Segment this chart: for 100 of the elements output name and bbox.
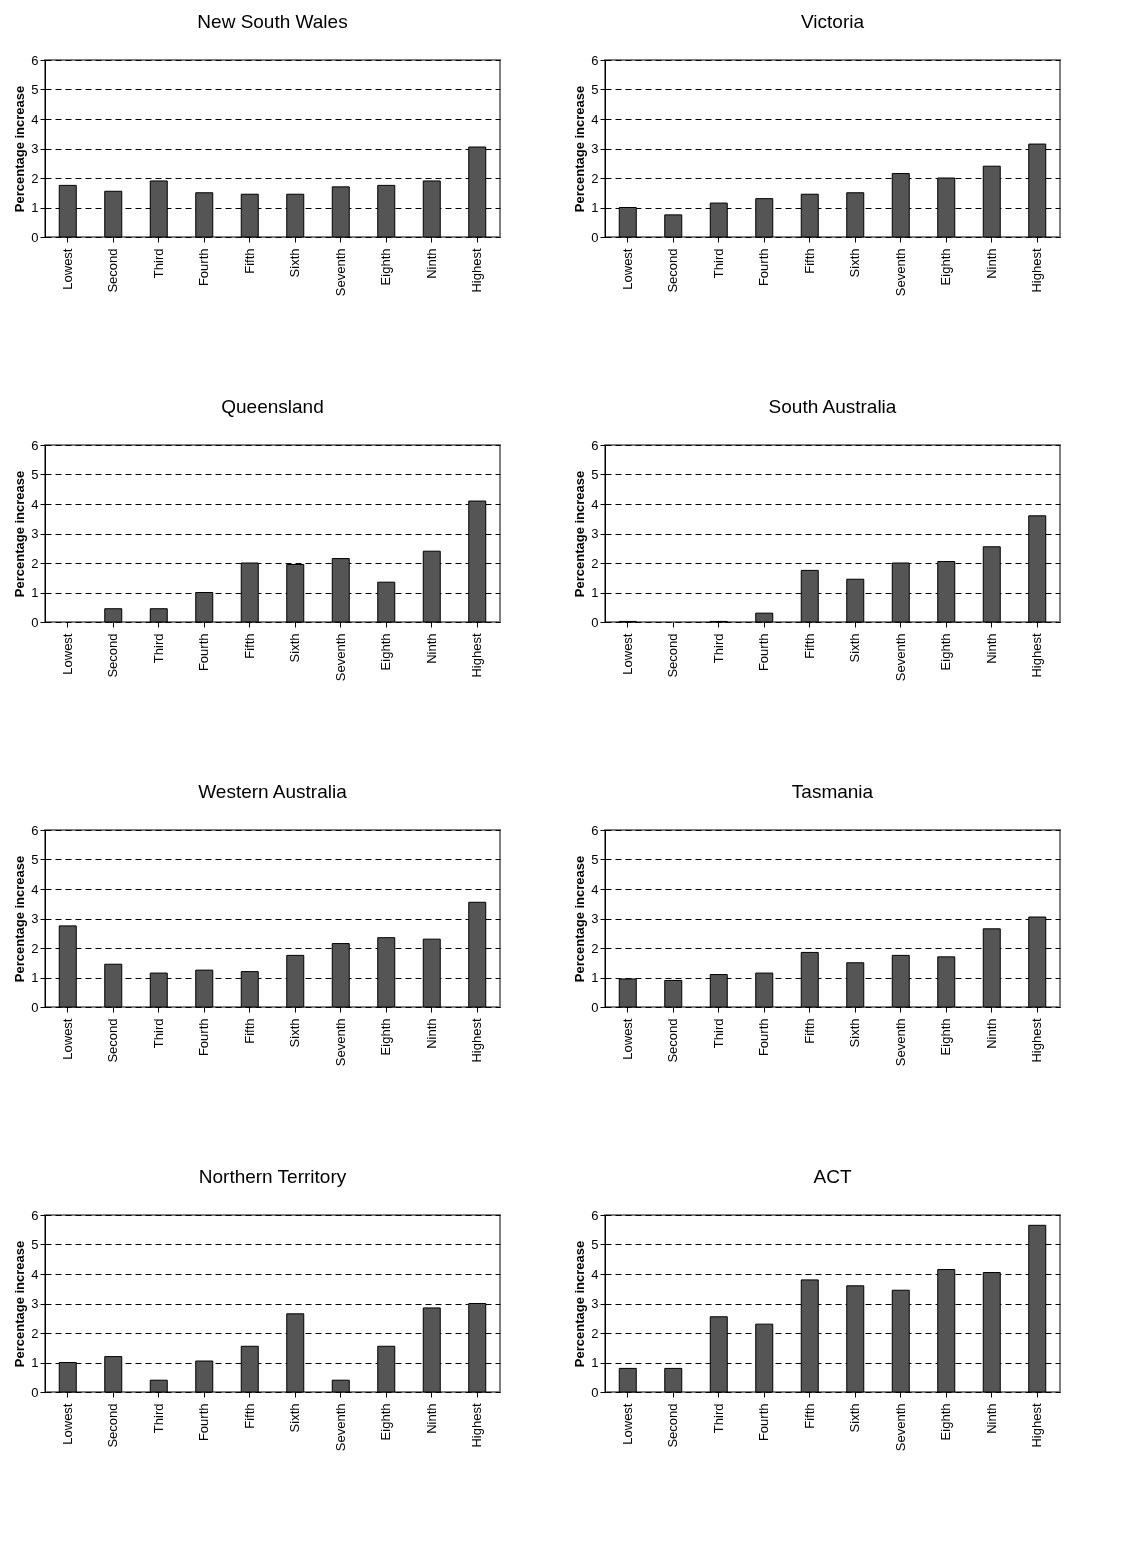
y-tick-label: 2 — [591, 1325, 599, 1341]
y-tick-label: 2 — [31, 170, 39, 186]
x-tick-label: Lowest — [59, 633, 75, 675]
y-tick-label: 1 — [31, 970, 39, 985]
y-tick-label: 3 — [591, 141, 599, 156]
y-tick-label: 1 — [591, 585, 599, 600]
y-tick-label: 4 — [591, 111, 599, 127]
chart-title: South Australia — [768, 396, 897, 417]
y-tick-label: 6 — [591, 822, 599, 838]
x-tick-label: Fourth — [196, 248, 212, 287]
x-tick-label: Eighth — [938, 248, 954, 286]
x-tick-label: Ninth — [983, 633, 999, 664]
y-tick-label: 4 — [591, 881, 599, 897]
x-tick-label: Seventh — [892, 248, 908, 297]
y-tick-label: 4 — [31, 111, 39, 127]
x-tick-label: Highest — [1029, 1018, 1045, 1063]
x-tick-label: Highest — [1029, 1403, 1045, 1448]
x-tick-label: Sixth — [847, 1403, 863, 1433]
x-tick-label: Eighth — [938, 1403, 954, 1441]
y-tick-label: 5 — [31, 852, 39, 867]
y-tick-label: 5 — [591, 1237, 599, 1252]
y-tick-label: 5 — [591, 852, 599, 867]
x-tick-label: Lowest — [619, 1018, 635, 1060]
y-tick-label: 3 — [591, 1296, 599, 1311]
y-tick-label: 5 — [591, 82, 599, 97]
y-tick-label: 3 — [31, 1296, 39, 1311]
y-axis-title: Percentage increase — [572, 85, 588, 213]
y-tick-label: 0 — [591, 999, 599, 1015]
x-tick-label: Third — [150, 633, 166, 664]
y-tick-label: 0 — [591, 1384, 599, 1400]
y-tick-label: 2 — [591, 555, 599, 571]
x-tick-label: Lowest — [59, 1403, 75, 1445]
x-tick-label: Seventh — [892, 1403, 908, 1452]
x-tick-label: Sixth — [847, 633, 863, 663]
x-tick-label: Highest — [1029, 633, 1045, 678]
x-tick-label: Third — [150, 248, 166, 279]
x-tick-label: Highest — [469, 1018, 485, 1063]
y-tick-label: 1 — [591, 970, 599, 985]
y-tick-label: 5 — [591, 467, 599, 482]
x-tick-label: Sixth — [847, 1018, 863, 1048]
x-tick-label: Lowest — [59, 248, 75, 290]
x-tick-label: Lowest — [619, 248, 635, 290]
chart-title: Tasmania — [791, 781, 874, 802]
y-axis-title: Percentage increase — [572, 1240, 588, 1368]
x-tick-label: Second — [665, 1403, 681, 1448]
y-tick-label: 6 — [591, 1207, 599, 1223]
x-tick-label: Fifth — [801, 633, 817, 659]
y-tick-label: 6 — [31, 822, 39, 838]
x-tick-label: Sixth — [847, 248, 863, 278]
y-tick-label: 4 — [591, 1266, 599, 1282]
x-tick-label: Sixth — [287, 633, 303, 663]
chart-title: New South Wales — [197, 11, 348, 32]
y-tick-label: 2 — [591, 940, 599, 956]
x-tick-label: Seventh — [332, 248, 348, 297]
y-axis-title: Percentage increase — [12, 470, 28, 598]
x-tick-label: Lowest — [619, 1403, 635, 1445]
y-tick-label: 4 — [31, 881, 39, 897]
y-tick-label: 6 — [31, 1207, 39, 1223]
x-tick-label: Seventh — [332, 1403, 348, 1452]
y-tick-label: 0 — [591, 229, 599, 245]
x-tick-label: Fourth — [196, 1403, 212, 1442]
y-tick-label: 6 — [591, 52, 599, 68]
x-tick-label: Third — [710, 1018, 726, 1049]
x-tick-label: Seventh — [892, 1018, 908, 1067]
x-tick-label: Eighth — [938, 1018, 954, 1056]
x-tick-label: Ninth — [423, 633, 439, 664]
x-tick-label: Ninth — [423, 1018, 439, 1049]
x-tick-label: Third — [150, 1403, 166, 1434]
y-axis-title: Percentage increase — [12, 85, 28, 213]
y-tick-label: 2 — [31, 1325, 39, 1341]
y-tick-label: 0 — [31, 229, 39, 245]
x-tick-label: Ninth — [423, 248, 439, 279]
y-tick-label: 0 — [591, 614, 599, 630]
x-tick-label: Fourth — [196, 1018, 212, 1057]
y-tick-label: 4 — [591, 496, 599, 512]
x-tick-label: Fifth — [801, 1018, 817, 1044]
x-tick-label: Seventh — [892, 633, 908, 682]
x-tick-label: Highest — [469, 248, 485, 293]
x-tick-label: Sixth — [287, 1018, 303, 1048]
x-tick-label: Lowest — [59, 1018, 75, 1060]
y-tick-label: 5 — [31, 467, 39, 482]
y-tick-label: 6 — [31, 437, 39, 453]
x-tick-label: Seventh — [332, 1018, 348, 1067]
x-tick-label: Eighth — [378, 1403, 394, 1441]
x-tick-label: Third — [710, 633, 726, 664]
y-tick-label: 0 — [31, 1384, 39, 1400]
x-tick-label: Fifth — [801, 248, 817, 274]
chart-title: Victoria — [800, 11, 865, 32]
x-tick-label: Second — [105, 1403, 121, 1448]
x-tick-label: Eighth — [378, 248, 394, 286]
x-tick-label: Highest — [469, 633, 485, 678]
y-tick-label: 3 — [31, 911, 39, 926]
x-tick-label: Third — [710, 248, 726, 279]
x-tick-label: Second — [105, 633, 121, 678]
y-tick-label: 2 — [31, 940, 39, 956]
y-tick-label: 2 — [591, 170, 599, 186]
y-tick-label: 3 — [591, 526, 599, 541]
y-axis-title: Percentage increase — [572, 470, 588, 598]
x-tick-label: Eighth — [378, 633, 394, 671]
y-tick-label: 3 — [591, 911, 599, 926]
